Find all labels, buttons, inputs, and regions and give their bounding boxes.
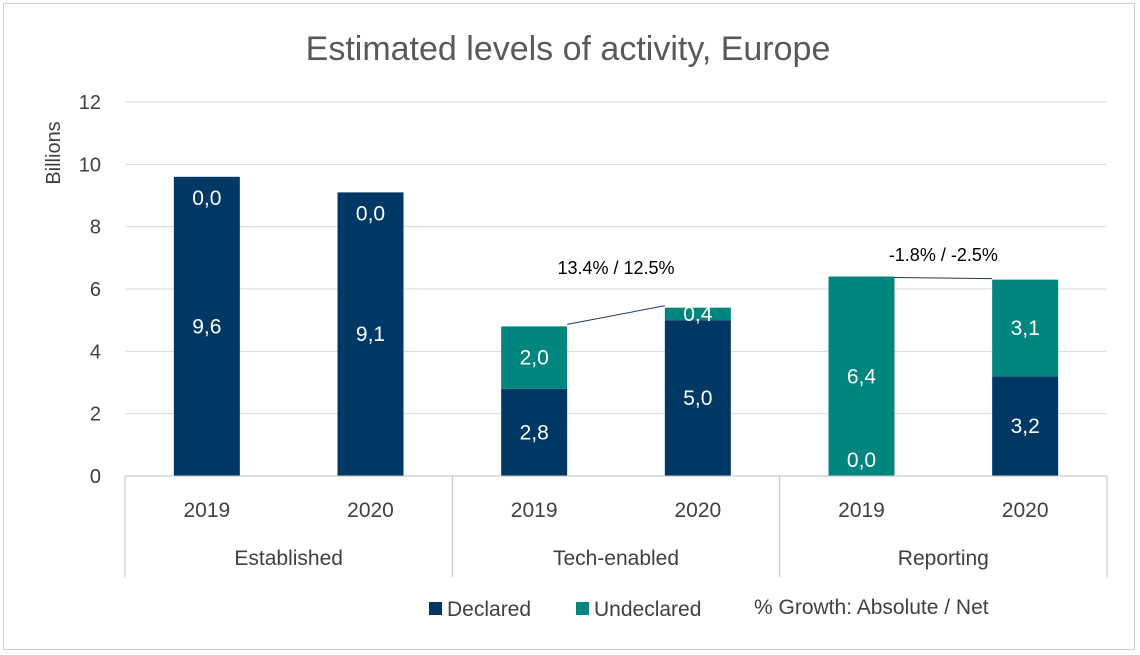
x-tick-label: 2020 (347, 499, 394, 522)
growth-annotation: 13.4% / 12.5% (557, 258, 674, 278)
bar-declared (173, 176, 240, 477)
legend-swatch (576, 602, 589, 615)
data-label-undeclared: 2,0 (520, 347, 549, 370)
legend-label: Undeclared (594, 598, 701, 621)
data-label-undeclared: 6,4 (847, 365, 877, 388)
data-label-declared: 3,2 (1011, 415, 1040, 438)
data-label-undeclared: 0,0 (356, 202, 385, 225)
data-label-declared: 0,0 (847, 449, 876, 472)
data-label-declared: 2,8 (520, 421, 549, 444)
bar-declared (992, 376, 1059, 476)
chart-title: Estimated levels of activity, Europe (306, 30, 831, 68)
bar-undeclared (828, 276, 895, 476)
growth-connector (567, 305, 665, 325)
y-tick-label: 4 (90, 341, 101, 363)
bar-undeclared (664, 307, 731, 321)
bar-declared (664, 320, 731, 476)
growth-annotation: -1.8% / -2.5% (889, 245, 998, 265)
x-group-label: Reporting (898, 547, 989, 570)
growth-connector (894, 277, 993, 280)
data-label-declared: 5,0 (683, 387, 712, 410)
bar-declared (501, 388, 568, 476)
chart-frame (3, 3, 1135, 650)
x-tick-label: 2019 (838, 499, 885, 522)
x-tick-label: 2020 (674, 499, 721, 522)
x-group-label: Tech-enabled (553, 547, 679, 570)
data-label-undeclared: 3,1 (1011, 317, 1040, 340)
legend-note: % Growth: Absolute / Net (754, 596, 989, 619)
y-tick-label: 6 (90, 279, 101, 301)
data-label-undeclared: 0,4 (683, 303, 713, 326)
y-axis-label: Billions (43, 121, 65, 184)
data-label-declared: 9,1 (356, 323, 385, 346)
legend-swatch (429, 602, 442, 615)
y-tick-label: 12 (79, 92, 101, 114)
bar-undeclared (501, 326, 568, 389)
y-tick-label: 10 (79, 154, 101, 176)
data-label-declared: 9,6 (192, 315, 221, 338)
y-tick-label: 0 (90, 466, 101, 488)
data-label-undeclared: 0,0 (192, 187, 221, 210)
bar-declared (337, 192, 404, 476)
y-tick-label: 8 (90, 217, 101, 239)
legend-label: Declared (447, 598, 531, 621)
y-tick-label: 2 (90, 404, 101, 426)
x-tick-label: 2019 (511, 499, 558, 522)
bar-undeclared (992, 279, 1059, 377)
x-tick-label: 2020 (1002, 499, 1049, 522)
x-tick-label: 2019 (183, 499, 230, 522)
x-group-label: Established (234, 547, 343, 570)
